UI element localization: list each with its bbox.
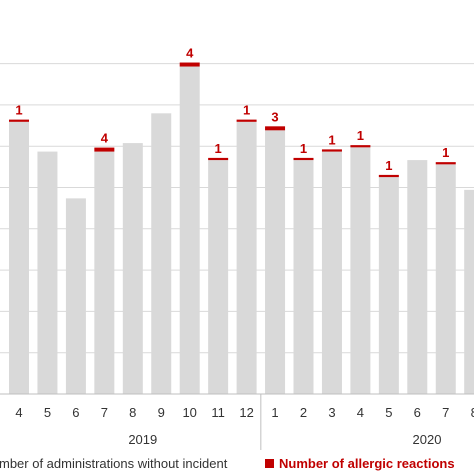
year-label-2019: 2019 — [128, 432, 157, 447]
legend-entry-administrations: mber of administrations without incident — [0, 456, 228, 471]
bar — [236, 121, 257, 394]
reaction-data-label: 4 — [101, 131, 109, 146]
bar — [94, 151, 115, 394]
x-tick-label: 8 — [471, 405, 474, 420]
x-tick-label: 7 — [442, 405, 449, 420]
reaction-marker — [94, 147, 115, 152]
reaction-marker — [293, 157, 314, 161]
x-tick-label: 10 — [182, 405, 196, 420]
reaction-data-label: 1 — [442, 145, 449, 160]
reaction-data-label: 1 — [300, 141, 307, 156]
legend-swatch-reactions — [265, 459, 274, 468]
bar — [208, 160, 229, 394]
bar — [378, 177, 399, 394]
x-tick-label: 4 — [357, 405, 364, 420]
bar — [350, 147, 371, 394]
bar — [37, 151, 58, 394]
reaction-marker — [265, 126, 286, 131]
x-tick-label: 9 — [158, 405, 165, 420]
x-tick-label: 5 — [44, 405, 51, 420]
reaction-data-label: 4 — [186, 46, 194, 61]
reaction-marker — [9, 119, 29, 122]
reaction-marker — [435, 162, 456, 165]
x-tick-label: 3 — [328, 405, 335, 420]
bar — [464, 189, 474, 394]
reaction-marker — [350, 145, 371, 148]
bar — [9, 121, 29, 394]
bar — [65, 198, 86, 394]
x-tick-label: 11 — [211, 405, 225, 420]
x-tick-label: 6 — [414, 405, 421, 420]
bars-group — [9, 66, 474, 394]
reaction-data-label: 1 — [15, 103, 22, 118]
reaction-marker — [179, 62, 200, 67]
x-tick-label: 7 — [101, 405, 108, 420]
reaction-marker — [208, 157, 229, 161]
legend: mber of administrations without incident… — [0, 456, 455, 471]
x-tick-label: 8 — [129, 405, 136, 420]
bar — [293, 160, 314, 394]
reaction-data-label: 1 — [385, 158, 392, 173]
bar — [265, 130, 286, 394]
bar — [407, 160, 428, 394]
bar — [321, 151, 342, 394]
bar — [179, 66, 200, 394]
legend-entry-reactions: Number of allergic reactions — [279, 456, 455, 471]
reaction-data-label: 1 — [328, 132, 335, 147]
reaction-marker — [236, 119, 257, 122]
reaction-marker — [378, 174, 399, 178]
x-tick-label: 5 — [385, 405, 392, 420]
x-axis: 4567891011121234567820192020 — [0, 393, 474, 450]
bar — [435, 164, 456, 394]
reaction-data-label: 1 — [243, 103, 250, 118]
bar — [151, 113, 172, 394]
reaction-markers-group — [9, 62, 456, 178]
x-tick-label: 4 — [15, 405, 22, 420]
reaction-data-label: 1 — [357, 128, 364, 143]
year-label-2020: 2020 — [413, 432, 442, 447]
reaction-data-label: 1 — [215, 141, 222, 156]
x-tick-label: 6 — [72, 405, 79, 420]
reaction-marker — [321, 149, 342, 152]
x-tick-label: 12 — [239, 405, 253, 420]
reaction-data-label: 3 — [271, 109, 278, 124]
x-tick-label: 2 — [300, 405, 307, 420]
x-tick-label: 1 — [271, 405, 278, 420]
data-labels-group: 1 4 4 1 1 3 1 1 1 1 1 — [15, 46, 449, 173]
bar — [122, 143, 143, 394]
